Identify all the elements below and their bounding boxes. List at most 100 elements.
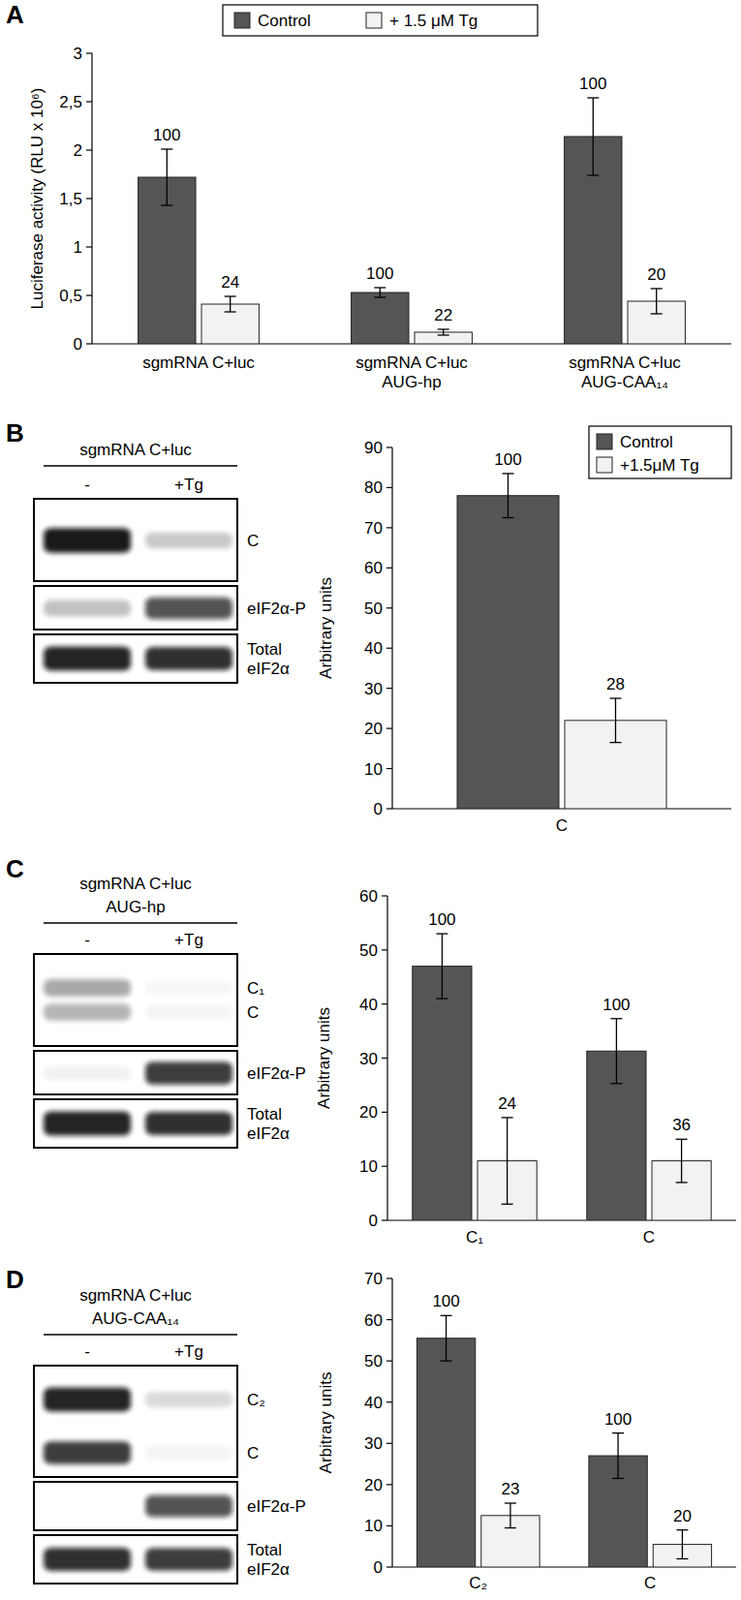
blot-band (43, 527, 131, 553)
y-axis (386, 895, 388, 1221)
legend-label: +1.5μM Tg (619, 456, 700, 475)
y-tick-label: 0 (73, 335, 83, 354)
figure: ABCD00,511,522,53Luciferase activity (RL… (0, 0, 741, 1600)
y-tick-label: 30 (359, 1049, 378, 1069)
y-tick-label: 50 (364, 599, 383, 618)
y-tick-label: 0,5 (59, 286, 83, 306)
legend-label: Control (619, 432, 674, 452)
annotation: 36 (672, 1115, 691, 1135)
error-bar (224, 296, 237, 312)
lane-label: +Tg (174, 1342, 204, 1361)
error-bar (586, 97, 599, 176)
legend-swatch (234, 12, 250, 29)
error-bar (676, 1139, 688, 1183)
legend-label: + 1.5 μM Tg (389, 11, 478, 31)
panel-label: B (5, 418, 25, 448)
annotation: 23 (500, 1480, 520, 1499)
annotation: 20 (647, 265, 666, 284)
blot: sgmRNA C+lucAUG-hp-+TgC₁CeIF2α-PTotaleIF… (33, 874, 307, 1148)
y-tick-label: 60 (359, 887, 378, 906)
blot-band (43, 1111, 131, 1137)
y-tick-label: 70 (364, 1269, 383, 1289)
y-tick-label: 0 (373, 1558, 383, 1577)
y-tick-label: 90 (364, 438, 383, 458)
error-bar (501, 1117, 514, 1205)
y-tick-label: 20 (364, 1476, 383, 1495)
y-tick (381, 1111, 388, 1113)
error-bar (435, 933, 448, 999)
error-bar (373, 287, 386, 298)
x-tick-label: C (643, 1228, 655, 1247)
chart: 0102030405060Arbitrary unitsC₁10024C1003… (314, 887, 737, 1247)
y-tick (381, 1219, 388, 1221)
y-axis-label: Arbitrary units (316, 577, 336, 680)
blot-band (145, 1495, 233, 1517)
marks (138, 97, 686, 344)
panel-label: C (5, 854, 25, 884)
blot-band (43, 1547, 131, 1572)
y-tick-label: 0 (369, 1211, 378, 1231)
y-tick-label: 1,5 (59, 189, 83, 209)
y-tick (386, 1525, 393, 1527)
blot-band (145, 597, 233, 619)
lane-label: +Tg (174, 475, 204, 494)
y-tick-label: 60 (364, 1311, 383, 1330)
marks (412, 933, 711, 1221)
lane-label: - (84, 1342, 91, 1361)
y-tick-label: 40 (359, 995, 378, 1015)
error-bar (160, 149, 173, 206)
blot-band (145, 647, 233, 671)
error-bar (676, 1530, 688, 1560)
annotation: 100 (602, 995, 630, 1015)
y-axis-label: Arbitrary units (314, 1007, 334, 1110)
y-tick (386, 1277, 393, 1279)
blot-band (145, 1547, 233, 1572)
y-tick (386, 607, 393, 609)
band-label: eIF2α-P (247, 1064, 307, 1083)
blot-band (43, 647, 131, 672)
blot-strip (33, 498, 238, 582)
band-label: TotaleIF2α (247, 1541, 290, 1579)
chart: 010203040506070Arbitrary unitsC₂10023C10… (316, 1269, 737, 1593)
annotation: 20 (673, 1507, 692, 1526)
y-tick-label: 2,5 (59, 92, 83, 112)
error-bar (650, 288, 663, 314)
blot-band (43, 600, 131, 618)
y-tick (386, 446, 393, 448)
error-bar (440, 1315, 453, 1361)
y-tick (386, 687, 393, 689)
y-tick-label: 10 (364, 1516, 383, 1536)
y-tick-label: 20 (364, 719, 383, 739)
y-tick (86, 52, 93, 54)
x-tick-label: sgmRNA C+lucAUG-CAA₁₄ (568, 353, 681, 392)
error-bar (612, 1433, 624, 1480)
y-tick-label: 10 (364, 760, 383, 779)
annotation: 100 (579, 74, 607, 93)
blot-band (145, 1111, 233, 1136)
panel-label: A (5, 0, 25, 30)
y-tick-label: 10 (359, 1157, 378, 1176)
panel-label: D (5, 1265, 25, 1295)
y-tick (386, 487, 393, 489)
lane-label: - (84, 475, 91, 494)
y-tick (86, 294, 93, 296)
chart: 00,511,522,53Luciferase activity (RLU x … (28, 4, 732, 392)
y-tick-label: 60 (364, 558, 383, 578)
error-bar (437, 329, 450, 336)
y-tick (381, 1003, 388, 1005)
y-tick (386, 1566, 393, 1568)
y-axis (391, 447, 393, 809)
y-tick-label: 40 (364, 1393, 383, 1413)
band-label: C (247, 531, 259, 551)
annotation: 100 (366, 264, 394, 283)
band-label: TotaleIF2α (247, 1105, 290, 1143)
band-label: C₁ (247, 979, 265, 998)
x-tick-label: C₁ (465, 1228, 484, 1247)
y-tick (386, 1319, 393, 1321)
blot-title: sgmRNA C+luc (79, 440, 192, 460)
blot-title: sgmRNA C+lucAUG-hp (79, 874, 192, 917)
y-tick (86, 197, 93, 199)
marks (457, 473, 667, 809)
blot-title: sgmRNA C+lucAUG-CAA₁₄ (79, 1286, 192, 1328)
annotation: 22 (433, 306, 453, 325)
